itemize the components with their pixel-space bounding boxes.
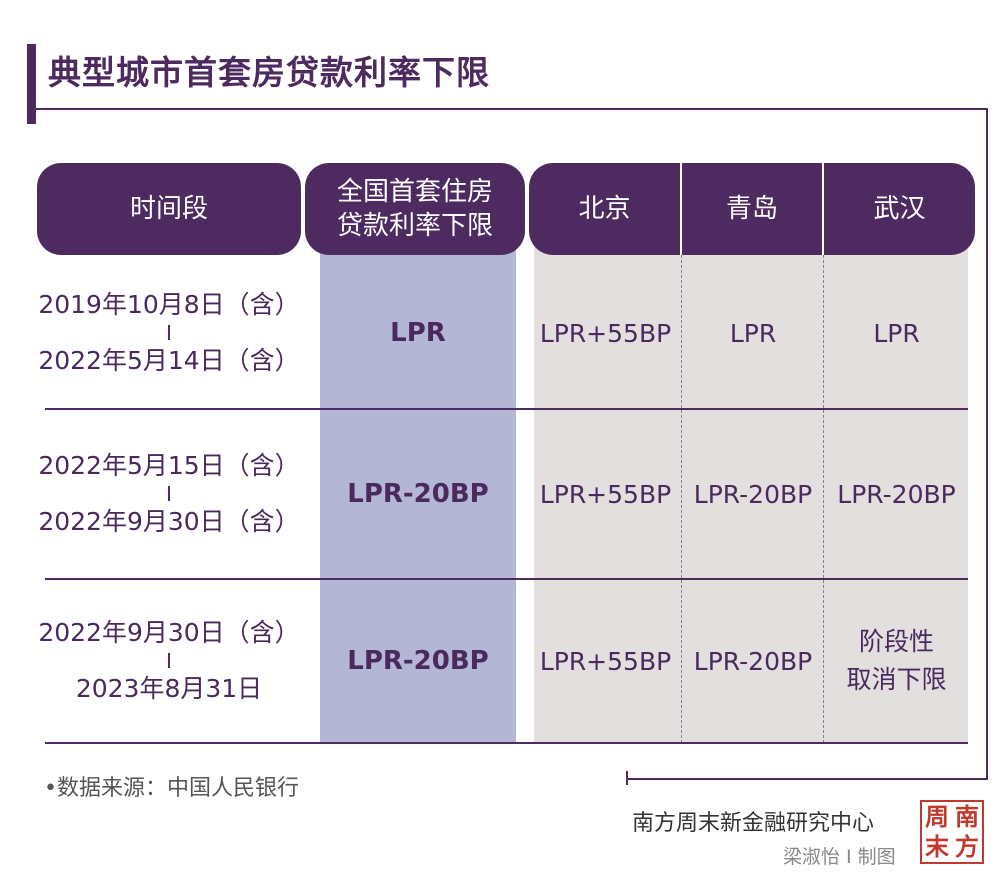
table-row-1-beijing: LPR+55BP: [539, 318, 672, 348]
header-cities: 北京 青岛 武汉: [529, 163, 975, 255]
wuhan-row3-line1: 阶段性: [858, 627, 934, 656]
frame-bottom-line: [626, 778, 988, 780]
table-row-2-beijing: LPR+55BP: [539, 479, 672, 509]
frame-right-line: [986, 108, 988, 780]
period-start: 2022年9月30日（含）: [38, 618, 300, 647]
period-end: 2022年5月14日（含）: [38, 346, 300, 375]
seal-char: 方: [955, 833, 979, 861]
table-row-2-period: 2022年5月15日（含） I 2022年9月30日（含）: [37, 410, 301, 578]
header-city-beijing: 北京: [578, 194, 631, 224]
row-divider: [45, 408, 968, 410]
table-row-3-qingdao: LPR-20BP: [693, 646, 813, 676]
period-end: 2022年9月30日（含）: [38, 507, 300, 536]
row-divider: [45, 578, 968, 580]
header-period-label: 时间段: [129, 194, 208, 224]
table-row-3-national: LPR-20BP: [347, 646, 489, 676]
table-row-3-period: 2022年9月30日（含） I 2023年8月31日: [37, 580, 301, 742]
table-row-2-national: LPR-20BP: [347, 479, 489, 509]
period-start: 2019年10月8日（含）: [38, 290, 300, 319]
seal-char: 周: [925, 803, 949, 831]
seal-char: 末: [925, 833, 949, 861]
table-row-1-qingdao: LPR: [729, 318, 777, 348]
period-separator: I: [166, 482, 172, 506]
period-separator: I: [166, 649, 172, 673]
table-bottom-line: [45, 742, 968, 744]
frame-top-line: [36, 108, 988, 110]
header-national: 全国首套住房 贷款利率下限: [305, 163, 525, 255]
header-separator: [822, 163, 824, 255]
publisher: 南方周末新金融研究中心: [632, 811, 875, 836]
header-separator: [680, 163, 682, 255]
page-title: 典型城市首套房贷款利率下限: [48, 53, 490, 92]
data-source: •数据来源：中国人民银行: [44, 776, 299, 801]
table-row-1-national: LPR: [390, 318, 446, 348]
seal-char: 南: [955, 803, 979, 831]
period-start: 2022年5月15日（含）: [38, 451, 300, 480]
table-row-2-qingdao: LPR-20BP: [693, 479, 813, 509]
header-city-wuhan: 武汉: [873, 194, 926, 224]
national-column-background: [320, 240, 516, 743]
table-row-3-wuhan: 阶段性 取消下限: [825, 580, 968, 742]
author-credit: 梁淑怡 I 制图: [783, 846, 896, 868]
table-row-1-wuhan: LPR: [873, 318, 920, 348]
column-divider: [681, 255, 682, 743]
period-separator: I: [166, 321, 172, 345]
header-national-line2: 贷款利率下限: [336, 211, 493, 241]
header-national-line1: 全国首套住房: [336, 177, 493, 207]
frame-bottom-tick: [626, 771, 628, 785]
header-period: 时间段: [37, 163, 301, 255]
city-columns-background: [534, 240, 968, 743]
column-divider: [823, 255, 824, 743]
table-row-1-period: 2019年10月8日（含） I 2022年5月14日（含）: [37, 258, 301, 408]
header-city-qingdao: 青岛: [725, 194, 778, 224]
wuhan-row3-line2: 取消下限: [846, 665, 947, 694]
publisher-seal-logo: 周 南 末 方: [920, 800, 984, 864]
title-accent-bar: [27, 44, 36, 124]
period-end: 2023年8月31日: [75, 674, 263, 703]
table-row-3-beijing: LPR+55BP: [539, 646, 672, 676]
table-row-2-wuhan: LPR-20BP: [837, 479, 956, 509]
